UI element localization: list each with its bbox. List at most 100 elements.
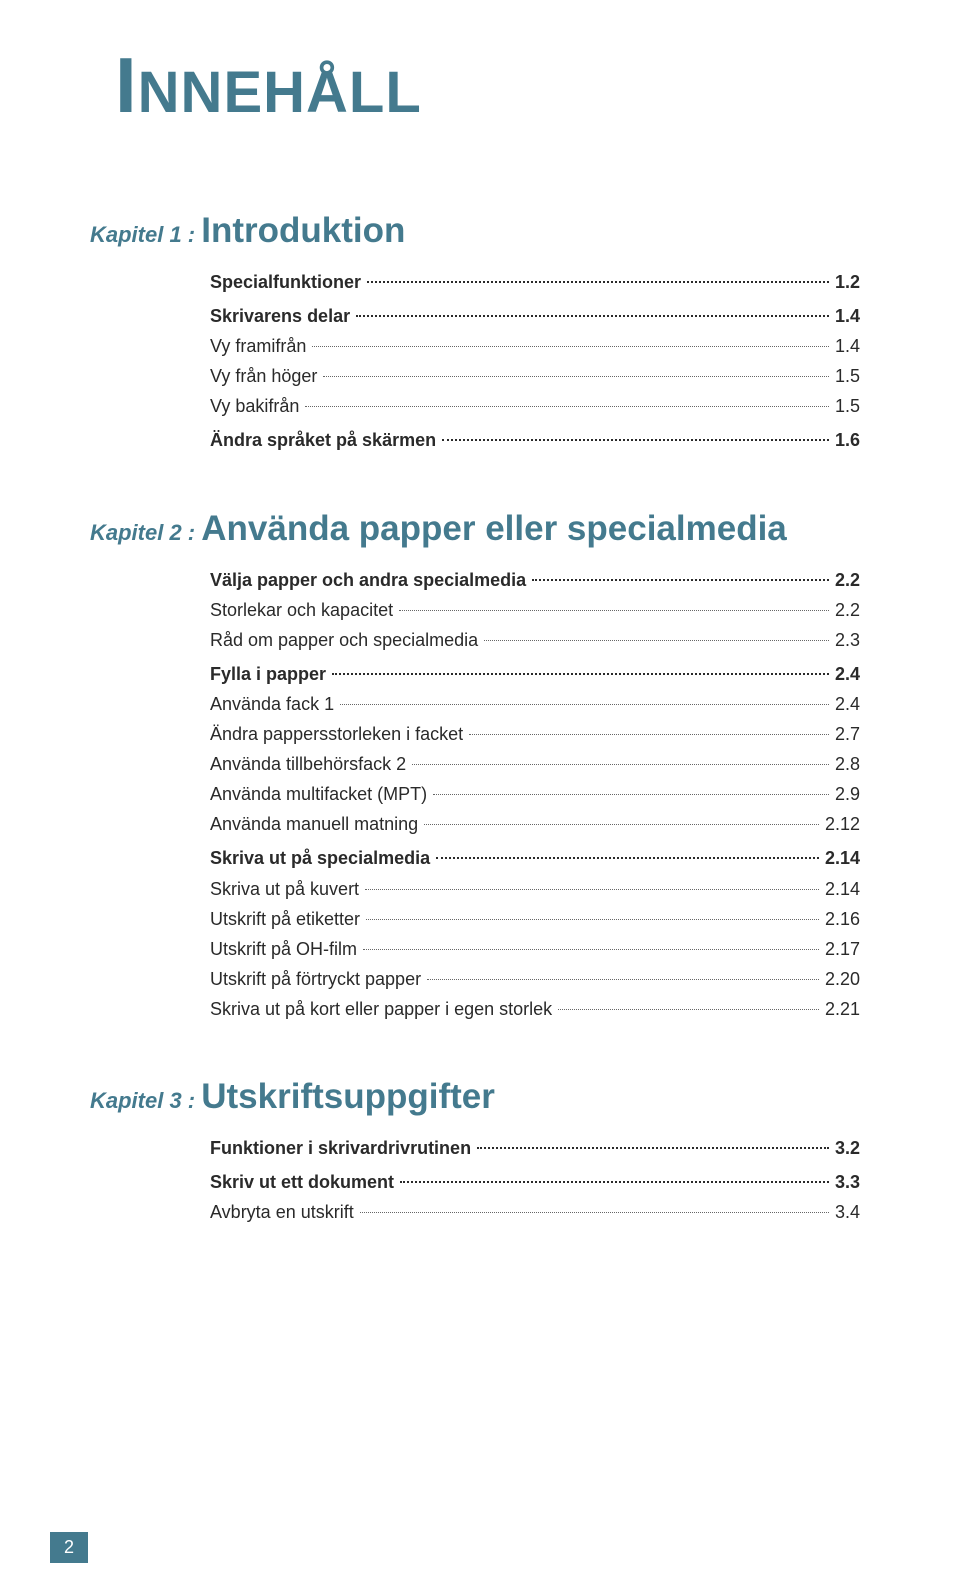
- toc-entry-label: Använda fack 1: [210, 691, 334, 717]
- toc-entry[interactable]: Ändra språket på skärmen 1.6: [210, 427, 860, 453]
- toc-list: Specialfunktioner 1.2 Skrivarens delar 1.…: [210, 269, 860, 454]
- toc-entry-label: Skriva ut på specialmedia: [210, 845, 430, 871]
- toc-entry-label: Ändra språket på skärmen: [210, 427, 436, 453]
- toc-leader-dots: [442, 439, 829, 441]
- toc-entry[interactable]: Specialfunktioner 1.2: [210, 269, 860, 295]
- toc-entry-label: Funktioner i skrivardrivrutinen: [210, 1135, 471, 1161]
- page-number-badge: 2: [50, 1532, 88, 1563]
- toc-container: Kapitel 1 : IntroduktionSpecialfunktione…: [115, 211, 860, 1225]
- chapter-title: Kapitel 1 : Introduktion: [90, 211, 860, 251]
- toc-entry-label: Vy bakifrån: [210, 393, 299, 419]
- toc-entry-label: Välja papper och andra specialmedia: [210, 567, 526, 593]
- chapter-prefix: Kapitel 2 :: [90, 520, 201, 545]
- toc-entry-label: Fylla i papper: [210, 661, 326, 687]
- toc-entry-label: Råd om papper och specialmedia: [210, 627, 478, 653]
- toc-entry-page: 1.2: [835, 269, 860, 295]
- toc-entry-label: Skriva ut på kuvert: [210, 876, 359, 902]
- toc-entry-page: 3.4: [835, 1199, 860, 1225]
- toc-entry[interactable]: Välja papper och andra specialmedia 2.2: [210, 567, 860, 593]
- toc-leader-dots: [424, 824, 819, 825]
- toc-entry[interactable]: Använda manuell matning 2.12: [210, 811, 860, 837]
- toc-entry-label: Utskrift på OH-film: [210, 936, 357, 962]
- toc-entry-label: Använda multifacket (MPT): [210, 781, 427, 807]
- toc-entry[interactable]: Skriva ut på specialmedia 2.14: [210, 845, 860, 871]
- toc-entry[interactable]: Använda multifacket (MPT) 2.9: [210, 781, 860, 807]
- toc-entry-page: 2.3: [835, 627, 860, 653]
- toc-leader-dots: [558, 1009, 819, 1010]
- toc-leader-dots: [532, 579, 829, 581]
- toc-entry-page: 1.6: [835, 427, 860, 453]
- toc-leader-dots: [332, 673, 829, 675]
- chapter-prefix: Kapitel 3 :: [90, 1088, 201, 1113]
- toc-entry-label: Ändra pappersstorleken i facket: [210, 721, 463, 747]
- toc-entry-label: Skriv ut ett dokument: [210, 1169, 394, 1195]
- toc-entry[interactable]: Skriv ut ett dokument 3.3: [210, 1169, 860, 1195]
- toc-entry[interactable]: Funktioner i skrivardrivrutinen 3.2: [210, 1135, 860, 1161]
- toc-entry-page: 2.8: [835, 751, 860, 777]
- toc-leader-dots: [367, 281, 829, 283]
- toc-leader-dots: [365, 889, 819, 890]
- toc-entry[interactable]: Vy framifrån 1.4: [210, 333, 860, 359]
- toc-entry[interactable]: Råd om papper och specialmedia 2.3: [210, 627, 860, 653]
- title-dropcap: I: [115, 41, 138, 129]
- toc-list: Välja papper och andra specialmedia 2.2S…: [210, 567, 860, 1022]
- toc-entry[interactable]: Använda fack 1 2.4: [210, 691, 860, 717]
- toc-leader-dots: [477, 1147, 829, 1149]
- toc-entry-label: Utskrift på etiketter: [210, 906, 360, 932]
- toc-leader-dots: [340, 704, 829, 705]
- toc-entry-page: 2.16: [825, 906, 860, 932]
- toc-leader-dots: [427, 979, 819, 980]
- toc-entry[interactable]: Storlekar och kapacitet 2.2: [210, 597, 860, 623]
- toc-entry-label: Vy framifrån: [210, 333, 306, 359]
- chapter-name: Introduktion: [201, 211, 405, 250]
- toc-entry-page: 1.5: [835, 393, 860, 419]
- toc-entry[interactable]: Ändra pappersstorleken i facket 2.7: [210, 721, 860, 747]
- toc-entry-label: Vy från höger: [210, 363, 317, 389]
- toc-entry-label: Specialfunktioner: [210, 269, 361, 295]
- toc-leader-dots: [360, 1212, 829, 1213]
- toc-entry[interactable]: Skrivarens delar 1.4: [210, 303, 860, 329]
- toc-entry-page: 2.4: [835, 691, 860, 717]
- toc-entry-page: 2.17: [825, 936, 860, 962]
- toc-entry[interactable]: Utskrift på förtryckt papper 2.20: [210, 966, 860, 992]
- toc-leader-dots: [366, 919, 819, 920]
- chapter-title: Kapitel 2 : Använda papper eller special…: [90, 509, 860, 549]
- chapter-title: Kapitel 3 : Utskriftsuppgifter: [90, 1077, 860, 1117]
- toc-leader-dots: [363, 949, 819, 950]
- page-number: 2: [64, 1537, 74, 1557]
- toc-entry-page: 2.14: [825, 876, 860, 902]
- toc-entry-page: 2.2: [835, 597, 860, 623]
- toc-entry-page: 2.4: [835, 661, 860, 687]
- chapter-prefix: Kapitel 1 :: [90, 222, 201, 247]
- toc-leader-dots: [484, 640, 829, 641]
- toc-entry-label: Storlekar och kapacitet: [210, 597, 393, 623]
- toc-entry-label: Utskrift på förtryckt papper: [210, 966, 421, 992]
- toc-leader-dots: [356, 315, 829, 317]
- toc-entry-page: 1.4: [835, 303, 860, 329]
- toc-entry-page: 2.21: [825, 996, 860, 1022]
- toc-leader-dots: [312, 346, 829, 347]
- toc-leader-dots: [436, 857, 819, 859]
- toc-entry[interactable]: Skriva ut på kort eller papper i egen st…: [210, 996, 860, 1022]
- toc-entry[interactable]: Utskrift på OH-film 2.17: [210, 936, 860, 962]
- toc-entry[interactable]: Vy bakifrån 1.5: [210, 393, 860, 419]
- toc-entry[interactable]: Fylla i papper 2.4: [210, 661, 860, 687]
- toc-entry-page: 1.4: [835, 333, 860, 359]
- toc-leader-dots: [323, 376, 829, 377]
- toc-entry[interactable]: Vy från höger 1.5: [210, 363, 860, 389]
- toc-entry[interactable]: Utskrift på etiketter 2.16: [210, 906, 860, 932]
- toc-entry-page: 2.14: [825, 845, 860, 871]
- toc-list: Funktioner i skrivardrivrutinen 3.2 Skriv…: [210, 1135, 860, 1225]
- toc-entry[interactable]: Avbryta en utskrift 3.4: [210, 1199, 860, 1225]
- toc-entry[interactable]: Använda tillbehörsfack 2 2.8: [210, 751, 860, 777]
- toc-entry-page: 1.5: [835, 363, 860, 389]
- chapter-block: Kapitel 1 : IntroduktionSpecialfunktione…: [115, 211, 860, 454]
- toc-entry[interactable]: Skriva ut på kuvert 2.14: [210, 876, 860, 902]
- chapter-block: Kapitel 2 : Använda papper eller special…: [115, 509, 860, 1022]
- chapter-block: Kapitel 3 : UtskriftsuppgifterFunktioner…: [115, 1077, 860, 1225]
- toc-entry-label: Använda tillbehörsfack 2: [210, 751, 406, 777]
- title-rest: NNEHÅLL: [138, 60, 422, 125]
- page-title: INNEHÅLL: [115, 40, 860, 131]
- toc-leader-dots: [399, 610, 829, 611]
- toc-entry-page: 2.9: [835, 781, 860, 807]
